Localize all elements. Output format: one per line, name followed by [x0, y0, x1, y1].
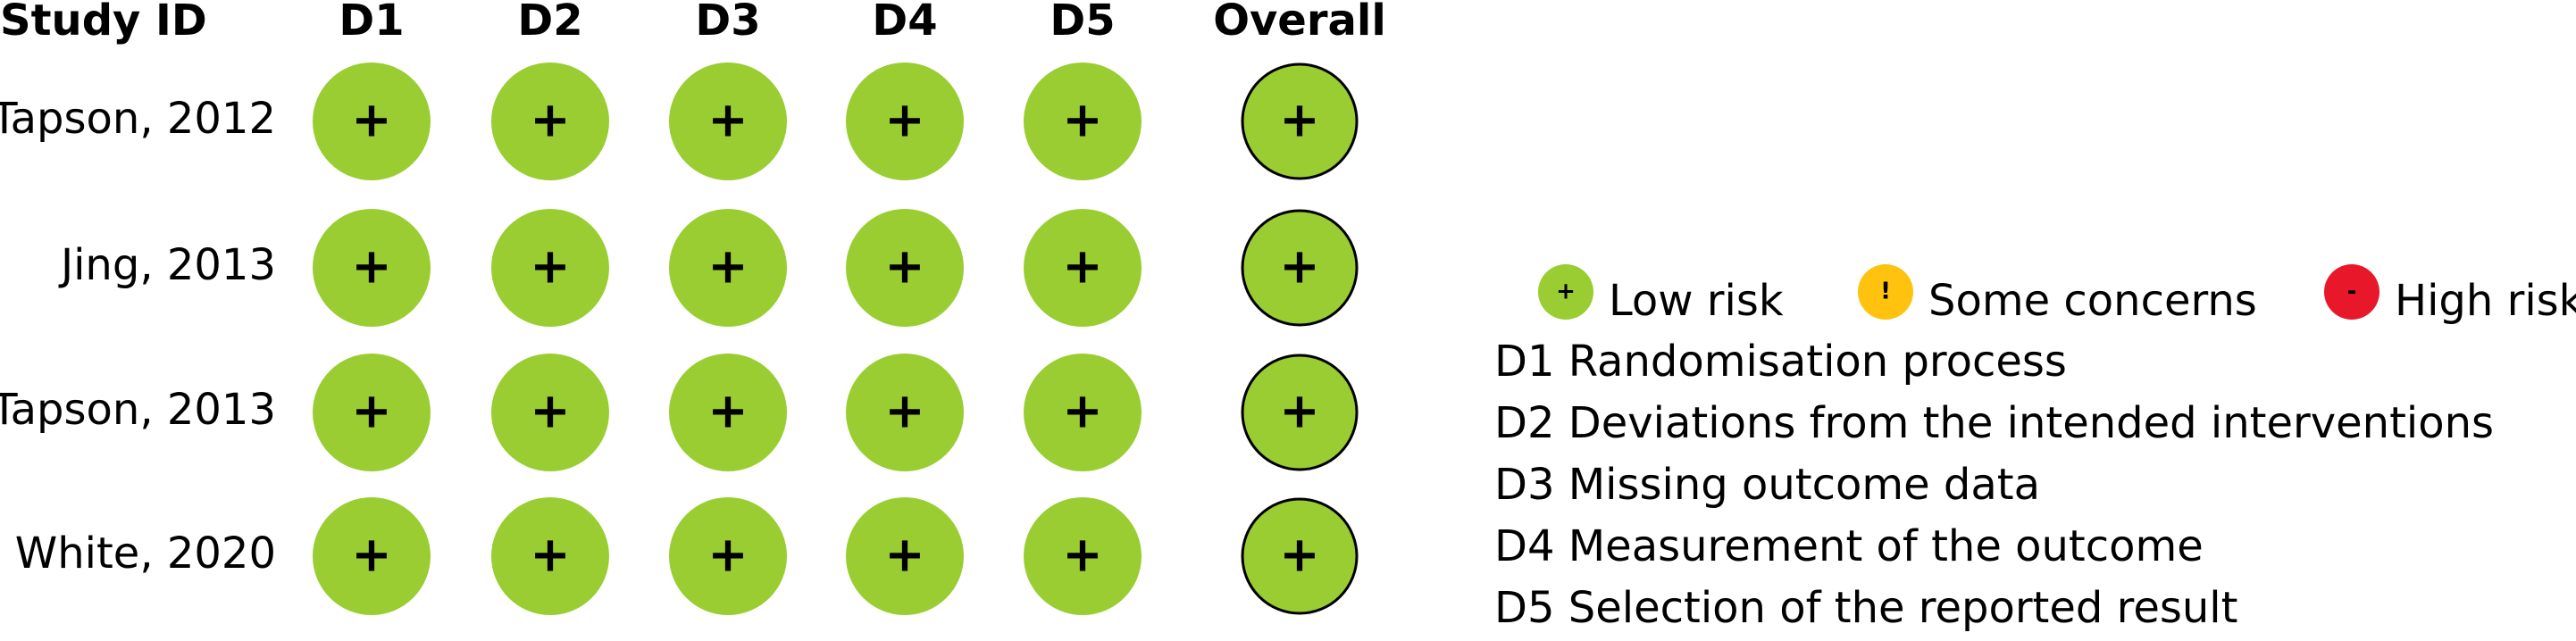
judgement-symbol: + [351, 383, 391, 439]
overall-dot [1241, 209, 1359, 327]
legend-label: Low risk [1609, 276, 1784, 326]
judgement-symbol: + [1062, 92, 1102, 148]
judgement-dot [1024, 354, 1142, 471]
study-label: White, 2020 [15, 529, 276, 579]
judgement-symbol: + [1062, 383, 1102, 439]
domain-description: D4 Measurement of the outcome [1494, 521, 2204, 571]
judgement-symbol: + [351, 92, 391, 148]
overall-dot [1241, 62, 1359, 180]
judgement-symbol: + [707, 527, 748, 583]
domain-description: D3 Missing outcome data [1494, 460, 2040, 510]
judgement-dot [313, 209, 431, 327]
judgement-dot [846, 62, 964, 180]
judgement-dot [669, 354, 787, 471]
judgement-dot [669, 209, 787, 327]
judgement-dot [846, 497, 964, 615]
judgement-symbol: + [884, 527, 924, 583]
overall-symbol: + [1279, 383, 1319, 439]
judgement-symbol: + [530, 527, 570, 583]
header-study: Study ID [0, 0, 207, 46]
judgement-symbol: + [1062, 238, 1102, 295]
judgement-symbol: + [884, 92, 924, 148]
legend-dot [1538, 264, 1593, 320]
header-domain: D1 [339, 0, 404, 46]
domain-description: D2 Deviations from the intended interven… [1494, 398, 2494, 448]
judgement-symbol: + [1062, 527, 1102, 583]
domain-description: D1 Randomisation process [1494, 337, 2067, 387]
overall-symbol: + [1279, 238, 1319, 295]
judgement-dot [846, 209, 964, 327]
judgement-symbol: + [707, 383, 748, 439]
legend-symbol: + [1556, 279, 1576, 305]
judgement-symbol: + [530, 383, 570, 439]
overall-dot [1241, 497, 1359, 615]
domain-description: D5 Selection of the reported result [1494, 583, 2237, 633]
legend-label: Some concerns [1928, 276, 2257, 326]
header-overall: Overall [1213, 0, 1386, 46]
judgement-symbol: + [884, 238, 924, 295]
overall-symbol: + [1279, 92, 1319, 148]
overall-dot [1241, 354, 1359, 471]
judgement-symbol: + [707, 238, 748, 295]
judgement-dot [1024, 497, 1142, 615]
overall-symbol: + [1279, 527, 1319, 583]
judgement-symbol: + [351, 527, 391, 583]
judgement-dot [491, 62, 609, 180]
judgement-symbol: + [351, 238, 391, 295]
judgement-dot [491, 354, 609, 471]
judgement-dot [669, 497, 787, 615]
judgement-symbol: + [530, 238, 570, 295]
judgement-dot [846, 354, 964, 471]
judgement-dot [1024, 209, 1142, 327]
judgement-dot [1024, 62, 1142, 180]
judgement-dot [313, 354, 431, 471]
legend-symbol: - [2347, 279, 2357, 305]
legend-dot [1858, 264, 1913, 320]
header-domain: D5 [1050, 0, 1115, 46]
judgement-symbol: + [884, 383, 924, 439]
judgement-dot [313, 497, 431, 615]
study-label: Jing, 2013 [58, 240, 276, 290]
legend-dot [2324, 264, 2379, 320]
study-label: Tapson, 2013 [0, 385, 276, 435]
header-domain: D4 [872, 0, 937, 46]
judgement-symbol: + [530, 92, 570, 148]
judgement-dot [313, 62, 431, 180]
header-domain: D2 [517, 0, 582, 46]
judgement-dot [491, 497, 609, 615]
header-domain: D3 [695, 0, 760, 46]
legend-symbol: ! [1880, 279, 1891, 305]
judgement-dot [491, 209, 609, 327]
legend-label: High risk [2395, 276, 2576, 326]
judgement-symbol: + [707, 92, 748, 148]
judgement-dot [669, 62, 787, 180]
study-label: Tapson, 2012 [0, 94, 276, 144]
